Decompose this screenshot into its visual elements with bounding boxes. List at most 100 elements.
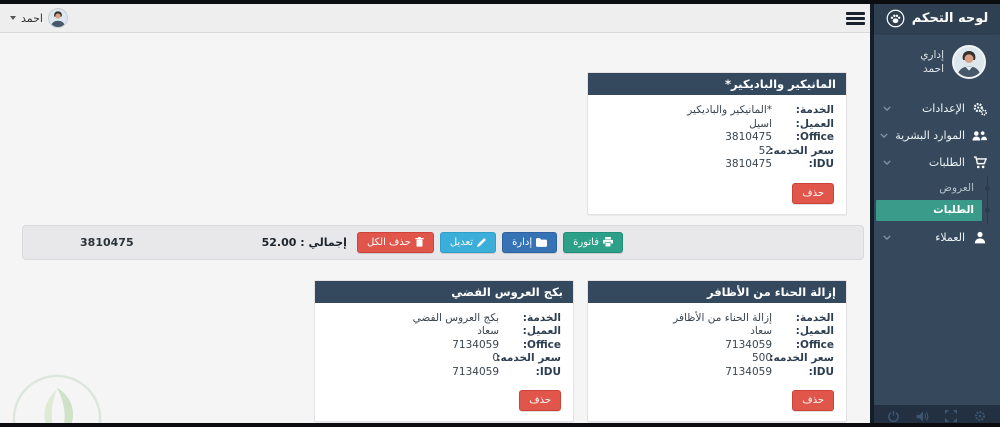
caret-down-icon (10, 16, 16, 20)
sidebar-item-orders[interactable]: الطلبات (874, 149, 1000, 176)
person-icon (972, 231, 987, 244)
delete-button-label: حذف (529, 395, 551, 406)
sidebar-item-label: الموارد البشرية (895, 129, 965, 142)
total-label: إجمالي : (300, 235, 347, 249)
invoice-button-label: فاتورة (573, 236, 599, 248)
submenu-item-orders[interactable]: الطلبات (876, 200, 990, 221)
pencil-icon (477, 237, 486, 247)
orders-submenu: العروض الطلبات (874, 176, 1000, 224)
order-card-title: بكج العروس الفضي (315, 280, 573, 303)
gears-icon (972, 102, 987, 116)
sidebar-item-label: الإعدادات (921, 102, 965, 115)
chevron-down-icon (883, 235, 891, 240)
print-icon (603, 237, 613, 247)
field-value-idu: 7134059 (725, 365, 772, 378)
total-amount: إجمالي : 52.00 (262, 236, 347, 249)
delete-all-button-label: حذف الكل (366, 236, 411, 248)
field-label-service: الخدمة: (795, 311, 834, 324)
sidebar: لوحه التحكم إداري احمد الإعدادات (870, 4, 1000, 427)
field-value-service: *المانيكير والباديكير (687, 104, 772, 116)
app-root: لوحه التحكم إداري احمد الإعدادات (0, 4, 1000, 427)
manage-button-label: إدارة (512, 236, 533, 248)
totals-actions: فاتورة إدارة تعديل حذف الكل (356, 231, 623, 253)
delete-button[interactable]: حذف (792, 182, 834, 204)
field-label-service: الخدمة: (795, 104, 834, 116)
field-value-price: 52 (758, 144, 772, 157)
sidebar-item-hr[interactable]: الموارد البشرية (874, 122, 1000, 149)
reference-number: 3810475 (80, 235, 134, 249)
field-label-client: العميل: (795, 117, 834, 130)
order-card: بكج العروس الفضي الخدمة: بكج العروس الفضي… (314, 279, 574, 422)
sidebar-menu: الإعدادات الموارد البشرية الطلبات (874, 91, 1000, 251)
field-value-client: سعاد (477, 325, 499, 337)
sidebar-user-name: احمد (923, 63, 944, 75)
window-top-strip (0, 0, 1000, 4)
field-label-idu: IDU: (808, 158, 834, 170)
delete-all-button[interactable]: حذف الكل (356, 231, 434, 253)
field-value-office: 3810475 (725, 131, 772, 143)
field-label-office: Office: (795, 338, 834, 351)
sidebar-item-label: الطلبات (928, 156, 965, 169)
cart-icon (972, 156, 987, 169)
sidebar-brand[interactable]: لوحه التحكم (874, 4, 1000, 33)
field-label-client: العميل: (522, 325, 561, 337)
field-label-price: سعر الخدمه: (769, 144, 834, 157)
folder-icon (536, 237, 548, 247)
window-bottom-strip (0, 423, 1000, 427)
sidebar-title: لوحه التحكم (911, 11, 989, 26)
sidebar-item-label: العملاء (935, 231, 965, 244)
invoice-button[interactable]: فاتورة (563, 231, 623, 253)
field-value-idu: 3810475 (725, 158, 772, 170)
power-icon[interactable] (888, 410, 900, 422)
field-label-office: Office: (795, 131, 834, 143)
navbar-user-avatar (48, 8, 68, 28)
order-card-title: المانيكير والباديكير* (588, 73, 846, 95)
volume-icon[interactable] (916, 411, 929, 422)
top-navbar: احمد (0, 4, 870, 33)
field-value-price: 500 (751, 352, 772, 364)
sidebar-item-clients[interactable]: العملاء (874, 224, 1000, 251)
fullscreen-icon[interactable] (945, 410, 958, 422)
submenu-item-offers[interactable]: العروض (876, 178, 990, 199)
delete-button[interactable]: حذف (519, 390, 561, 411)
gear-icon[interactable] (974, 410, 986, 422)
content-area: المانيكير والباديكير* الخدمة: *المانيكير … (0, 33, 870, 427)
field-label-office: Office: (522, 338, 561, 351)
sidebar-user-panel[interactable]: إداري احمد (874, 33, 1000, 91)
field-label-price: سعر الخدمه: (496, 352, 561, 364)
order-cards-row-2: إزالة الحناء من الأظافر الخدمة: إزالة الح… (6, 279, 864, 422)
field-value-price: 0 (492, 352, 499, 364)
order-card: المانيكير والباديكير* الخدمة: *المانيكير … (587, 72, 847, 215)
edit-button[interactable]: تعديل (439, 231, 497, 253)
total-value: 52.00 (261, 235, 297, 249)
field-value-client: اسيل (749, 117, 772, 130)
menu-toggle-icon[interactable] (846, 11, 865, 26)
order-card: إزالة الحناء من الأظافر الخدمة: إزالة الح… (587, 279, 847, 422)
field-value-office: 7134059 (452, 338, 499, 351)
sidebar-footer-bar (874, 405, 1000, 427)
totals-bar-1: فاتورة إدارة تعديل حذف الكل إجم (22, 224, 864, 260)
field-value-service: إزالة الحناء من الأظافر (673, 311, 772, 324)
field-label-service: الخدمة: (522, 311, 561, 324)
chevron-down-icon (883, 160, 891, 165)
paw-icon (886, 9, 905, 28)
field-value-idu: 7134059 (452, 365, 499, 378)
field-value-office: 7134059 (725, 338, 772, 351)
chevron-down-icon (883, 106, 891, 111)
field-label-price: سعر الخدمه: (769, 352, 834, 364)
delete-button-label: حذف (802, 187, 824, 199)
field-value-service: بكج العروس الفضي (412, 311, 499, 324)
order-card-title: إزالة الحناء من الأظافر (588, 280, 846, 303)
delete-button[interactable]: حذف (792, 390, 834, 411)
delete-button-label: حذف (802, 395, 824, 406)
users-icon (972, 130, 987, 142)
sidebar-user-avatar (952, 45, 986, 79)
field-label-client: العميل: (795, 325, 834, 337)
chevron-down-icon (880, 133, 888, 138)
main-area: احمد المانيكير والباديكير* الخدمة: *المان… (0, 4, 870, 427)
edit-button-label: تعديل (449, 236, 474, 248)
trash-icon (415, 237, 424, 247)
navbar-user-menu[interactable]: احمد (10, 8, 68, 28)
sidebar-item-settings[interactable]: الإعدادات (874, 95, 1000, 122)
manage-button[interactable]: إدارة (502, 231, 558, 253)
